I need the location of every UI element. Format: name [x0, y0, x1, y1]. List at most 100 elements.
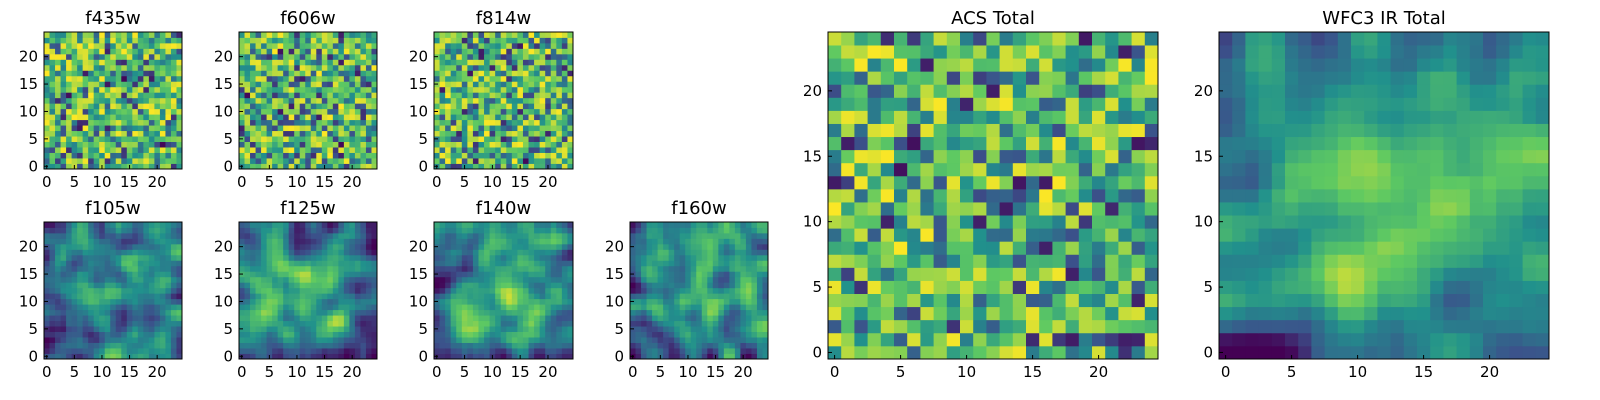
heatmap-cell: [1052, 332, 1066, 347]
heatmap-cell: [461, 32, 468, 38]
heatmap-cell: [99, 249, 106, 256]
heatmap-cell: [159, 86, 166, 93]
heatmap-cell: [110, 265, 117, 272]
heatmap-cell: [751, 348, 758, 354]
heatmap-cell: [946, 319, 961, 334]
heatmap-cell: [1065, 175, 1080, 190]
heatmap-cell: [137, 32, 144, 38]
heatmap-cell: [261, 130, 267, 137]
heatmap-cell: [266, 141, 273, 148]
heatmap-cell: [740, 298, 747, 305]
heatmap-cell: [310, 287, 317, 294]
heatmap-cell: [126, 152, 133, 159]
heatmap-cell: [266, 75, 273, 82]
heatmap-cell: [60, 337, 67, 343]
heatmap-cell: [439, 271, 446, 278]
heatmap-cell: [511, 86, 518, 93]
heatmap-cell: [729, 304, 736, 311]
heatmap-cell: [685, 227, 692, 234]
heatmap-cell: [734, 298, 741, 305]
heatmap-cell: [277, 163, 284, 170]
heatmap-cell: [718, 326, 725, 332]
heatmap-cell: [321, 271, 328, 278]
heatmap-cell: [534, 130, 541, 137]
heatmap-cell: [277, 92, 284, 99]
heatmap-cell: [354, 37, 361, 44]
heatmap-cell: [44, 282, 50, 289]
heatmap-cell: [456, 254, 463, 261]
heatmap-cell: [894, 332, 908, 347]
heatmap-cell: [973, 162, 987, 177]
heatmap-cell: [701, 227, 708, 234]
heatmap-cell: [734, 293, 741, 300]
heatmap-cell: [115, 249, 122, 256]
heatmap-cell: [841, 175, 855, 190]
heatmap-cell: [517, 243, 524, 250]
heatmap-cell: [77, 320, 84, 327]
heatmap-cell: [283, 348, 290, 354]
heatmap-cell: [467, 163, 474, 170]
heatmap-cell: [294, 37, 301, 44]
heatmap-cell: [310, 81, 317, 88]
heatmap-cell: [60, 315, 67, 322]
heatmap-cell: [266, 320, 273, 327]
heatmap-cell: [250, 304, 256, 311]
heatmap-cell: [690, 337, 697, 343]
heatmap-cell: [261, 125, 267, 132]
heatmap-cell: [255, 304, 262, 311]
heatmap-cell: [495, 265, 502, 272]
heatmap-cell: [121, 222, 128, 228]
heatmap-cell: [439, 331, 446, 338]
heatmap-cell: [71, 222, 78, 228]
heatmap-cell: [545, 326, 552, 332]
heatmap-cell: [439, 320, 446, 327]
heatmap-cell: [561, 97, 568, 104]
heatmap-cell: [60, 326, 67, 332]
heatmap-cell: [365, 337, 372, 343]
heatmap-cell: [445, 136, 452, 142]
heatmap-cell: [495, 276, 502, 283]
heatmap-cell: [445, 353, 452, 360]
heatmap-cell: [907, 241, 921, 255]
heatmap-cell: [115, 304, 122, 311]
heatmap-cell: [299, 260, 306, 267]
heatmap-cell: [349, 320, 356, 327]
heatmap-cell: [250, 320, 256, 327]
heatmap-cell: [946, 293, 961, 308]
heatmap-cell: [517, 141, 524, 148]
heatmap-cell: [170, 337, 177, 343]
heatmap-cell: [668, 315, 675, 322]
heatmap-cell: [986, 188, 1000, 203]
heatmap-cell: [445, 37, 452, 44]
heatmap-cell: [467, 254, 474, 261]
heatmap-cell: [461, 37, 468, 44]
heatmap-cell: [528, 276, 535, 283]
heatmap-cell: [82, 75, 89, 82]
heatmap-cell: [321, 130, 328, 137]
heatmap-cell: [239, 238, 245, 245]
heatmap-cell: [343, 271, 350, 278]
heatmap-cell: [635, 254, 642, 261]
heatmap-cell: [55, 32, 61, 38]
heatmap-cell: [478, 152, 485, 159]
heatmap-cell: [1144, 267, 1159, 281]
heatmap-cell: [539, 293, 546, 300]
heatmap-cell: [176, 59, 183, 66]
heatmap-cell: [261, 265, 267, 272]
heatmap-cell: [880, 293, 895, 308]
heatmap-cell: [305, 254, 312, 261]
heatmap-cell: [973, 293, 987, 308]
heatmap-cell: [49, 103, 56, 110]
heatmap-cell: [1065, 254, 1080, 268]
heatmap-cell: [751, 249, 758, 256]
heatmap-cell: [365, 304, 372, 311]
heatmap-cell: [641, 315, 647, 322]
heatmap-cell: [71, 75, 78, 82]
heatmap-cell: [506, 136, 513, 142]
heatmap-cell: [104, 75, 111, 82]
heatmap-cell: [506, 92, 513, 99]
heatmap-cell: [1052, 149, 1066, 164]
heatmap-cell: [657, 315, 664, 322]
heatmap-cell: [478, 119, 485, 126]
heatmap-cell: [277, 152, 284, 159]
